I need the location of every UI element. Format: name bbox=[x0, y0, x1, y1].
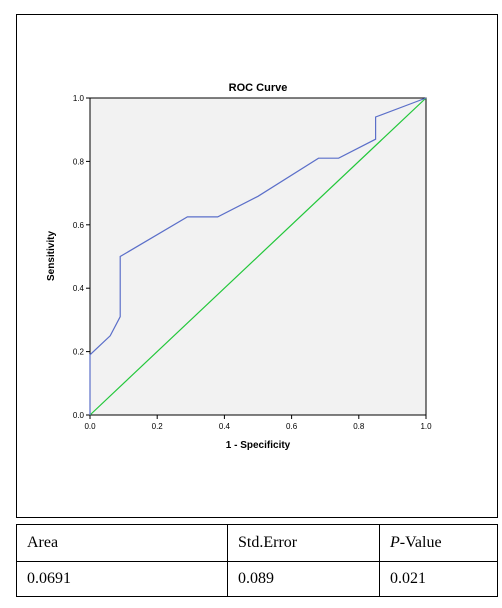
x-tick-label: 0.0 bbox=[84, 422, 96, 431]
x-tick-label: 0.6 bbox=[286, 422, 298, 431]
chart-title: ROC Curve bbox=[229, 82, 288, 94]
y-tick-label: 0.2 bbox=[73, 348, 85, 357]
header-std-error: Std.Error bbox=[227, 524, 380, 562]
cell-std-error: 0.089 bbox=[227, 561, 380, 597]
x-axis-label: 1 - Specificity bbox=[226, 440, 291, 451]
header-p-suffix: -Value bbox=[399, 534, 442, 551]
y-tick-label: 0.8 bbox=[73, 157, 85, 166]
reference-diagonal-line bbox=[89, 97, 427, 416]
header-area: Area bbox=[16, 524, 228, 562]
roc-curve-line bbox=[89, 97, 427, 415]
series-layer bbox=[89, 97, 427, 416]
y-tick-label: 0.0 bbox=[73, 411, 85, 420]
y-axis-label: Sensitivity bbox=[46, 231, 57, 281]
y-axis-ticks: 0.0 0.2 0.4 0.6 0.8 1.0 bbox=[73, 94, 90, 420]
x-axis-ticks: 0.0 0.2 0.4 0.6 0.8 1.0 bbox=[84, 415, 432, 431]
header-p-value: P-Value bbox=[379, 524, 498, 562]
y-tick-label: 0.6 bbox=[73, 221, 85, 230]
y-tick-label: 0.4 bbox=[73, 284, 85, 293]
cell-p-value: 0.021 bbox=[379, 561, 498, 597]
stats-table: Area Std.Error P-Value 0.0691 0.089 0.02… bbox=[16, 524, 498, 597]
roc-chart: ROC Curve 1 - Specificity Sensitivity 0.… bbox=[46, 82, 432, 451]
x-tick-label: 0.2 bbox=[152, 422, 164, 431]
header-p-prefix: P bbox=[390, 534, 400, 551]
x-tick-label: 0.8 bbox=[353, 422, 365, 431]
table-header-row: Area Std.Error P-Value bbox=[16, 524, 498, 562]
y-tick-label: 1.0 bbox=[73, 94, 85, 103]
table-row: 0.0691 0.089 0.021 bbox=[16, 561, 498, 597]
x-tick-label: 0.4 bbox=[219, 422, 231, 431]
cell-area: 0.0691 bbox=[16, 561, 228, 597]
x-tick-label: 1.0 bbox=[420, 422, 432, 431]
